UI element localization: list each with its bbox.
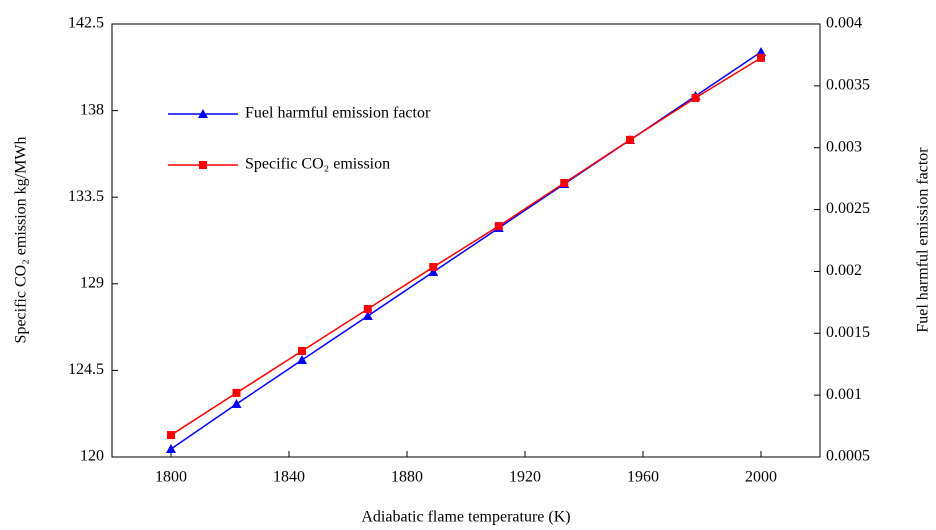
y2-tick-label: 0.0025 [826,200,870,217]
y-tick-label: 129 [80,274,104,291]
y2-tick-label: 0.0035 [826,77,870,94]
data-point [363,305,372,314]
y2-tick-label: 0.002 [826,262,862,279]
data-point [626,135,635,144]
data-point [362,310,373,320]
data-point [428,267,439,277]
legend-marker [198,109,208,118]
y-tick-label: 142.5 [68,15,104,32]
y2-axis-label: Fuel harmful emission factor [915,147,932,333]
data-point [494,222,503,231]
y-axis-label: Specific CO₂ emission kg/MWh [13,137,30,344]
y-tick-label: 124.5 [68,361,104,378]
y2-tick-label: 0.004 [826,15,862,32]
y-tick-label: 133.5 [68,188,104,205]
data-point [757,53,765,62]
y2-tick-label: 0.0005 [826,448,870,465]
y-tick-label: 120 [80,448,104,465]
legend-marker [199,161,207,169]
data-point [166,443,176,453]
data-point [296,355,307,365]
x-tick-label: 1800 [155,469,187,486]
y2-tick-label: 0.003 [826,138,862,155]
series-line [170,57,762,436]
y2-tick-label: 0.0015 [826,324,870,341]
y2-tick-label: 0.001 [826,386,862,403]
data-point [429,263,438,272]
x-tick-label: 2000 [745,469,777,486]
x-axis-label: Adiabatic flame temperature (K) [361,509,570,526]
y-tick-label: 138 [80,101,104,118]
data-point [691,93,700,102]
data-point [232,388,241,397]
data-point [297,346,306,355]
plot-frame [111,23,821,458]
legend-label: Specific CO₂ emission [245,156,390,173]
data-point [231,399,242,409]
x-tick-label: 1840 [273,469,305,486]
data-point [560,178,569,187]
data-point [756,46,766,56]
x-tick-label: 1880 [391,469,423,486]
legend-label: Fuel harmful emission factor [245,105,431,122]
x-tick-label: 1960 [627,469,659,486]
x-tick-label: 1920 [509,469,541,486]
data-point [167,431,175,440]
